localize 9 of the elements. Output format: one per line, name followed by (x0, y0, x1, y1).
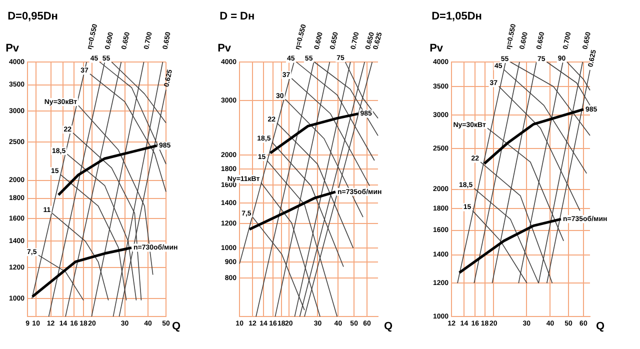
chart-title: D = Dн (220, 10, 255, 23)
y-axis-title: Pv (430, 42, 444, 55)
y-axis-title: Pv (6, 42, 20, 55)
x-axis-title: Q (172, 320, 181, 333)
y-axis-title: Pv (218, 42, 232, 55)
x-axis-title: Q (596, 320, 605, 333)
x-axis-title: Q (384, 320, 393, 333)
chart-title: D=0,95Dн (8, 10, 58, 23)
chart-title: D=1,05Dн (432, 10, 482, 23)
